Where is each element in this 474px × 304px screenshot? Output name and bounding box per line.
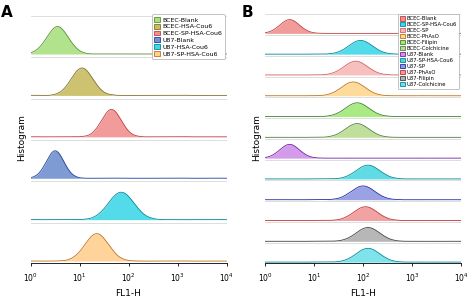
Text: A: A [1,5,13,20]
Text: B: B [242,5,253,20]
X-axis label: FL1-H: FL1-H [116,289,142,299]
X-axis label: FL1-H: FL1-H [350,289,376,299]
Legend: BCEC-Blank, BCEC-SP-HSA-Cou6, BCEC-SP, BCEC-PhAsO, BCEC-Filipin, BCEC-Colchicine: BCEC-Blank, BCEC-SP-HSA-Cou6, BCEC-SP, B… [398,14,459,89]
Y-axis label: Histogram: Histogram [252,114,261,161]
Legend: BCEC-Blank, BCEC-HSA-Cou6, BCEC-SP-HSA-Cou6, U87-Blank, U87-HSA-Cou6, U87-SP-HSA: BCEC-Blank, BCEC-HSA-Cou6, BCEC-SP-HSA-C… [152,15,225,59]
Y-axis label: Histogram: Histogram [18,114,27,161]
